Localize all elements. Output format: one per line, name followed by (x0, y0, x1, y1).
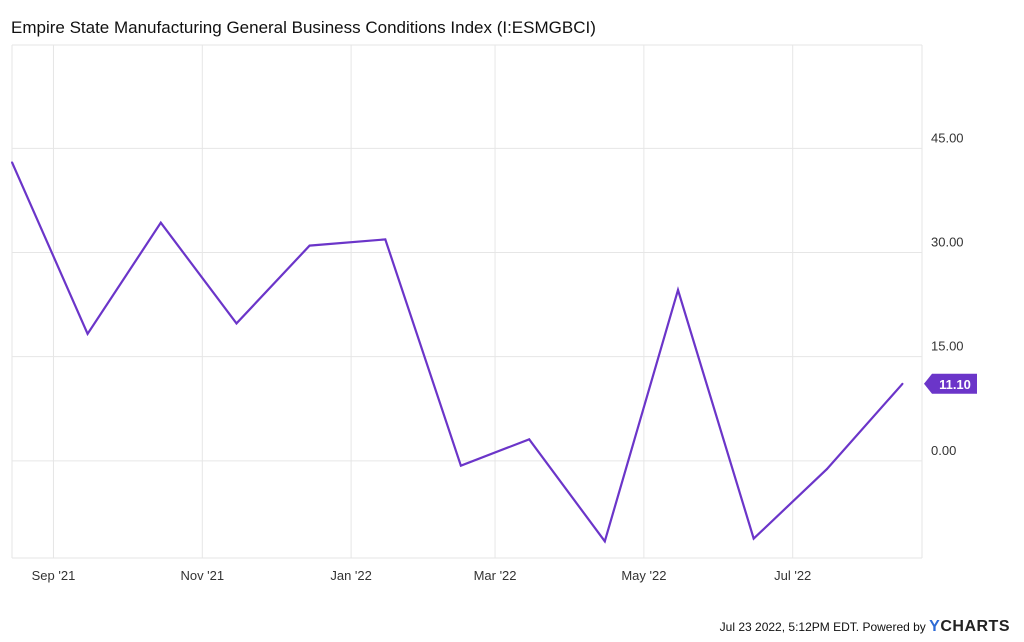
series-line (10, 161, 904, 544)
y-tick-label: 30.00 (931, 235, 964, 250)
ycharts-logo-y: Y (929, 618, 941, 635)
x-tick-label: Sep '21 (32, 568, 76, 583)
ycharts-logo-text: CHARTS (940, 618, 1010, 635)
x-tick-label: Nov '21 (180, 568, 224, 583)
ycharts-logo[interactable]: YCHARTS (929, 618, 1010, 635)
last-value-badge (924, 373, 977, 394)
footer-timestamp: Jul 23 2022, 5:12PM EDT. (719, 620, 860, 634)
chart-footer: Jul 23 2022, 5:12PM EDT. Powered by YCHA… (720, 618, 1010, 636)
data-point (459, 464, 462, 467)
x-tick-label: Mar '22 (474, 568, 517, 583)
x-tick-label: May '22 (621, 568, 666, 583)
data-point (86, 332, 89, 335)
y-tick-label: 15.00 (931, 339, 964, 354)
chart-title: Empire State Manufacturing General Busin… (11, 18, 596, 37)
y-tick-label: 45.00 (931, 130, 964, 145)
data-point (308, 244, 311, 247)
x-tick-label: Jan '22 (330, 568, 372, 583)
data-point (901, 382, 904, 385)
x-tick-label: Jul '22 (774, 568, 811, 583)
data-point (677, 289, 680, 292)
footer-powered-by: Powered by (862, 620, 926, 634)
last-value-label: 11.10 (939, 377, 971, 392)
data-point (11, 161, 13, 164)
data-point (603, 540, 606, 543)
data-point (825, 468, 828, 471)
y-tick-label: 0.00 (931, 443, 956, 458)
data-point (528, 438, 531, 441)
data-point (752, 537, 755, 540)
data-point (159, 221, 162, 224)
data-point (384, 238, 387, 241)
data-point (235, 322, 238, 325)
